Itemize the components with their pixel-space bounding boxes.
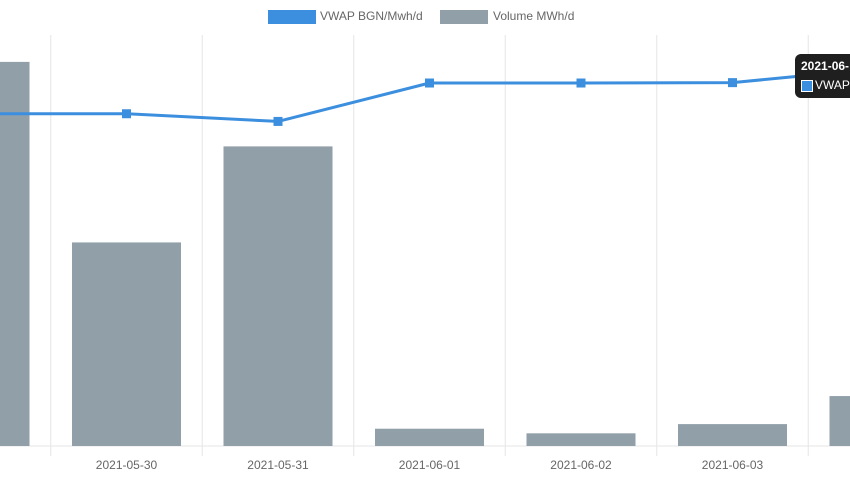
vwap-line-series <box>0 69 850 126</box>
volume-bar <box>223 146 333 446</box>
vwap-point <box>425 78 434 88</box>
tooltip-swatch <box>801 80 813 92</box>
x-tick-label: 2021-06-03 <box>702 458 764 472</box>
volume-bar <box>678 424 787 446</box>
x-tick-label: 2021-06-02 <box>550 458 612 472</box>
legend-swatch-vwap <box>268 10 316 24</box>
vwap-point <box>728 78 737 88</box>
legend-swatch-volume <box>440 10 488 24</box>
x-tick-label: 2021-05-30 <box>96 458 158 472</box>
volume-bars <box>0 61 850 447</box>
legend: VWAP BGN/Mwh/d Volume MWh/d <box>0 8 850 26</box>
vwap-point <box>273 116 283 126</box>
x-tick-label: 2021-05-31 <box>247 458 309 472</box>
x-tick-label: 2021-06-01 <box>399 458 461 472</box>
volume-bar <box>829 396 850 446</box>
tooltip-series-label: VWAP <box>815 78 850 92</box>
volume-bar <box>526 433 636 446</box>
vwap-point <box>122 109 131 119</box>
volume-bar <box>72 242 181 446</box>
volume-bar <box>375 428 484 446</box>
x-axis-ticks: 92021-05-302021-05-312021-06-012021-06-0… <box>96 458 764 472</box>
legend-label-vwap: VWAP BGN/Mwh/d <box>320 9 423 23</box>
tooltip: 2021-06- VWAP <box>795 54 850 98</box>
tooltip-title: 2021-06- <box>801 59 850 73</box>
legend-label-volume: Volume MWh/d <box>493 9 575 23</box>
vwap-point <box>576 78 586 88</box>
volume-bar <box>0 61 30 447</box>
